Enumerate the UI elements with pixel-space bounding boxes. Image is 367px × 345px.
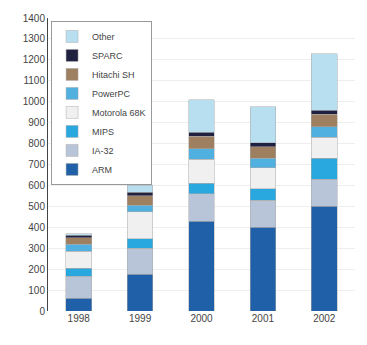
svg-text:PowerPC: PowerPC: [92, 89, 131, 99]
svg-text:Hitachi SH: Hitachi SH: [92, 70, 135, 80]
svg-text:200: 200: [28, 264, 45, 275]
svg-text:1300: 1300: [23, 33, 46, 44]
svg-text:1200: 1200: [23, 54, 46, 65]
svg-text:SPARC: SPARC: [92, 51, 123, 61]
svg-text:300: 300: [28, 243, 45, 254]
svg-text:1100: 1100: [23, 75, 45, 86]
svg-text:MIPS: MIPS: [92, 127, 114, 137]
svg-text:2001: 2001: [252, 313, 275, 324]
svg-text:IA-32: IA-32: [92, 146, 114, 156]
svg-text:2002: 2002: [313, 313, 336, 324]
svg-text:1998: 1998: [68, 313, 91, 324]
svg-text:400: 400: [28, 222, 45, 233]
svg-text:1999: 1999: [129, 313, 152, 324]
svg-text:2000: 2000: [190, 313, 213, 324]
svg-text:1400: 1400: [23, 13, 46, 24]
svg-text:500: 500: [28, 201, 45, 212]
svg-text:800: 800: [28, 138, 45, 149]
svg-text:1000: 1000: [23, 96, 46, 107]
svg-text:0: 0: [39, 306, 45, 317]
svg-text:900: 900: [28, 117, 45, 128]
svg-text:700: 700: [28, 159, 45, 170]
svg-text:Other: Other: [92, 32, 115, 42]
svg-text:Motorola 68K: Motorola 68K: [92, 108, 146, 118]
svg-text:600: 600: [28, 180, 45, 191]
svg-text:ARM: ARM: [92, 165, 112, 175]
svg-text:100: 100: [28, 285, 45, 296]
